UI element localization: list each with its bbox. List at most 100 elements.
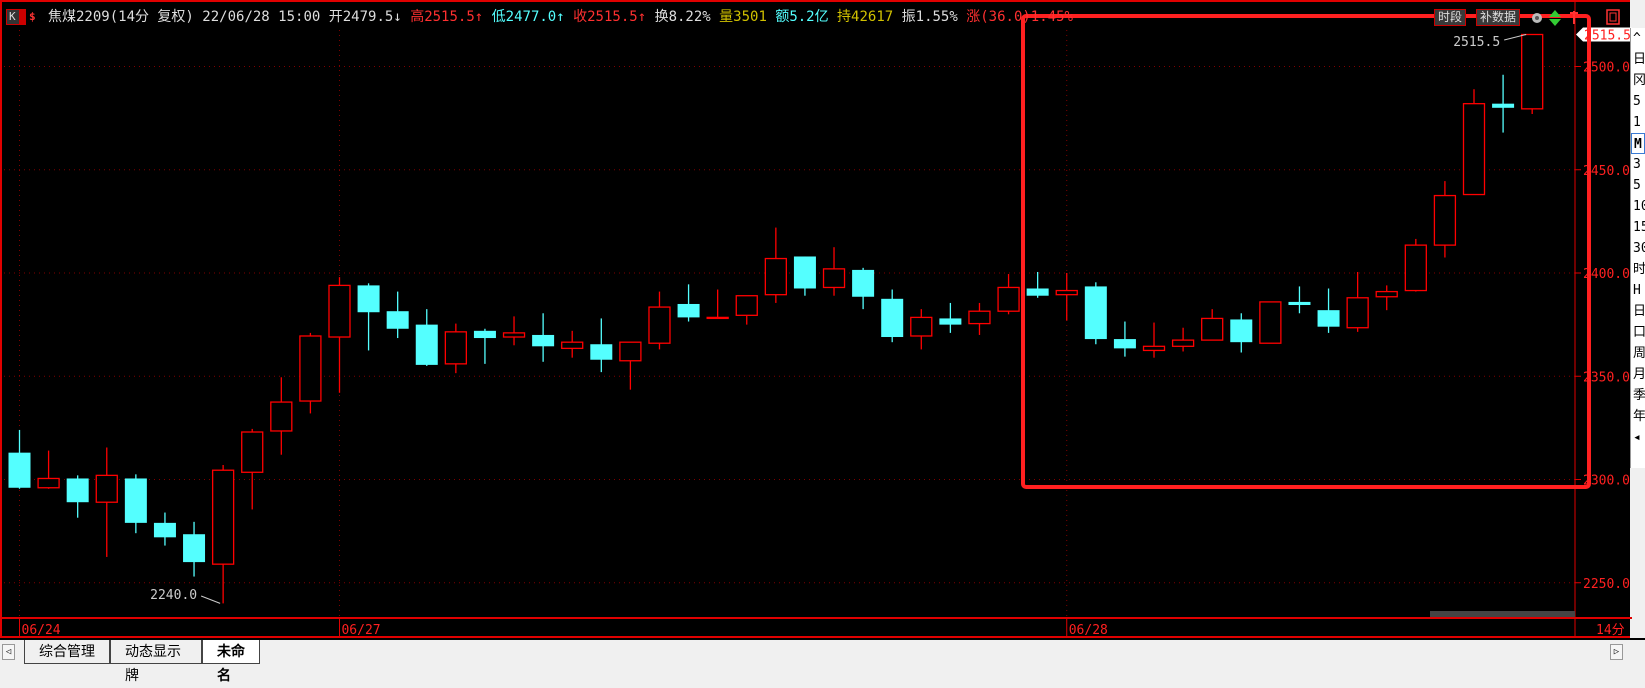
period-option[interactable]: 口 xyxy=(1633,325,1645,340)
candle xyxy=(183,521,206,577)
period-option[interactable]: ^ xyxy=(1633,31,1641,46)
y-tick-label: 2500.0 xyxy=(1583,61,1630,76)
candle xyxy=(415,309,438,366)
fill-data-button[interactable]: 补数据 xyxy=(1476,9,1521,26)
y-tick-label: 2400.0 xyxy=(1583,267,1630,282)
date-label: 06/24 xyxy=(22,623,61,638)
change-label: 涨 xyxy=(966,9,981,25)
candle xyxy=(532,313,555,362)
candle xyxy=(37,450,60,489)
candle-body xyxy=(502,332,526,338)
period-option[interactable]: H xyxy=(1633,283,1641,298)
candle xyxy=(1375,285,1398,311)
highlight-box xyxy=(1021,14,1591,489)
settings-icon[interactable] xyxy=(1530,11,1544,25)
min-price-annotation: 2240.0 xyxy=(150,588,197,603)
period-option[interactable]: 5 xyxy=(1633,94,1641,109)
period-option[interactable]: 30 xyxy=(1633,241,1645,256)
period-button[interactable]: 时段 xyxy=(1434,9,1467,26)
max-price-annotation: 2515.5 xyxy=(1453,35,1500,50)
candle xyxy=(1404,238,1427,292)
candle xyxy=(706,289,729,320)
period-option[interactable]: 1 xyxy=(1633,115,1641,130)
candle-body xyxy=(1375,290,1398,298)
amplitude-label: 振 xyxy=(901,9,916,25)
horizontal-scrollbar[interactable] xyxy=(1430,611,1575,617)
candle xyxy=(997,274,1020,315)
candle xyxy=(822,247,846,296)
period-option[interactable]: 季 xyxy=(1633,388,1645,403)
open-value: 2479.5 xyxy=(342,9,394,25)
candle-body xyxy=(8,452,31,488)
period-option[interactable]: 周 xyxy=(1633,346,1645,361)
close-value: 2515.5 xyxy=(587,9,638,25)
chart-type-dropdown[interactable]: K xyxy=(6,9,26,25)
candle xyxy=(677,284,700,322)
candle-body xyxy=(1521,33,1544,110)
high-label: 高 xyxy=(410,9,425,25)
candle xyxy=(1230,313,1253,353)
tab-dynamic-display[interactable]: 动态显示牌 xyxy=(110,640,202,684)
candle-body xyxy=(619,341,642,362)
chevron-down-icon xyxy=(19,10,25,24)
y-tick-label: 2350.0 xyxy=(1583,370,1630,385)
period-label: 14分 xyxy=(1596,623,1625,638)
candle xyxy=(939,302,962,333)
candle-body xyxy=(299,335,322,402)
amount-value: 5.2亿 xyxy=(789,9,829,25)
date-label: 06/27 xyxy=(341,623,380,638)
tab-bar: ◁ 综合管理 动态显示牌 未命名 ▷ xyxy=(0,638,1645,684)
period-option[interactable]: ◂ xyxy=(1633,430,1641,445)
candle-body xyxy=(444,331,468,365)
period-option[interactable]: 日 xyxy=(1633,304,1645,319)
period-option[interactable]: 时 xyxy=(1633,262,1645,277)
tab-integrated-management[interactable]: 综合管理 xyxy=(24,640,110,664)
candle-body xyxy=(386,311,409,329)
kline-panel[interactable]: 2500.0 2450.0 2400.0 2350.0 2300.0 2250.0 06/2… xyxy=(0,0,1632,640)
candle-body xyxy=(1084,286,1107,340)
period-option[interactable]: M xyxy=(1631,133,1645,154)
candle xyxy=(124,474,147,534)
min-pointer-line xyxy=(200,595,221,604)
amplitude-value: 1.55% xyxy=(915,9,958,25)
period-option[interactable]: 3 xyxy=(1633,157,1641,172)
y-tick-label: 2250.0 xyxy=(1583,577,1630,592)
period-option[interactable]: 月 xyxy=(1633,367,1645,382)
candle xyxy=(8,429,31,489)
candle-body xyxy=(183,534,206,563)
candle-body xyxy=(822,268,846,289)
candle xyxy=(1113,321,1136,357)
period-option[interactable]: 10 xyxy=(1633,199,1645,214)
maximize-icon[interactable] xyxy=(1606,9,1620,25)
period-option[interactable]: 5 xyxy=(1633,178,1641,193)
amount-label: 额 xyxy=(775,9,790,25)
dollar-icon[interactable]: $ xyxy=(29,10,36,23)
candle xyxy=(357,283,380,351)
candle-body xyxy=(1492,103,1515,108)
zoom-up-down-icon[interactable] xyxy=(1548,9,1562,27)
candle-body xyxy=(1113,339,1136,349)
candle xyxy=(153,512,176,546)
candle-body xyxy=(997,286,1020,312)
period-option[interactable]: 日 xyxy=(1633,52,1645,67)
volume-label: 量 xyxy=(719,9,734,25)
candlestick-chart[interactable]: 2500.0 2450.0 2400.0 2350.0 2300.0 2250.0 06/2… xyxy=(2,2,1632,640)
candle-body xyxy=(1171,339,1195,347)
candle-body xyxy=(968,310,991,325)
candle xyxy=(473,328,496,364)
candle-body xyxy=(211,469,235,565)
period-option[interactable]: 年 xyxy=(1633,409,1645,424)
pin-icon[interactable] xyxy=(1568,9,1580,25)
candle xyxy=(1201,309,1224,341)
candle xyxy=(968,302,991,335)
candle xyxy=(1288,286,1311,314)
candle-body xyxy=(532,334,555,347)
scroll-left-button[interactable]: ◁ xyxy=(2,644,15,660)
period-option[interactable]: 15 xyxy=(1633,220,1645,235)
scroll-right-button[interactable]: ▷ xyxy=(1610,644,1623,660)
tab-unnamed[interactable]: 未命名 xyxy=(202,640,260,684)
candle xyxy=(386,291,409,339)
turnover-value: 8.22% xyxy=(668,9,711,25)
period-option[interactable]: 冈 xyxy=(1633,73,1645,88)
candle xyxy=(648,291,671,350)
